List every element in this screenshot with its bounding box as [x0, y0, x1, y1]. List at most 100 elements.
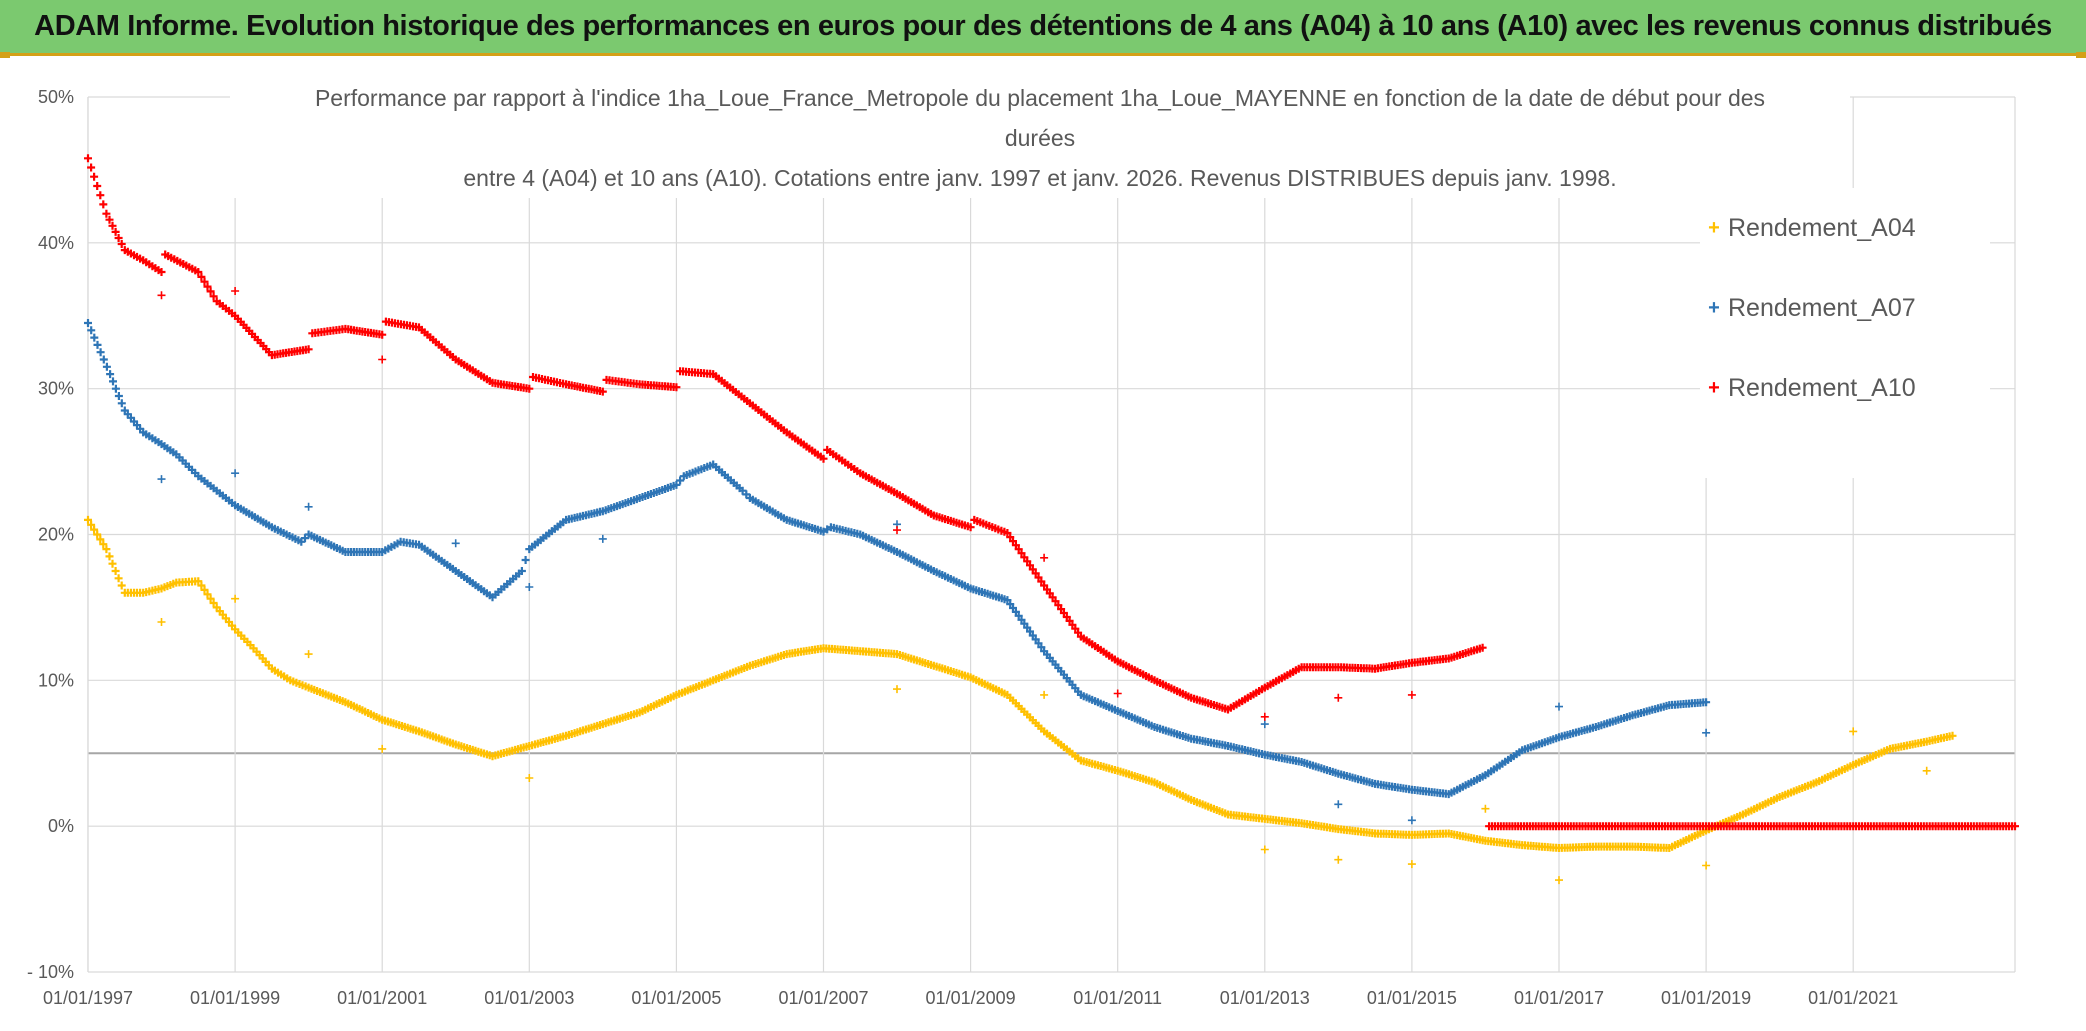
data-point	[598, 387, 607, 396]
outlier-point	[1040, 553, 1049, 562]
legend-label-a07: Rendement_A07	[1728, 293, 1916, 322]
x-tick-label: 01/01/2011	[1073, 988, 1162, 1008]
report-title: ADAM Informe. Evolution historique des p…	[34, 10, 2052, 42]
data-point	[1017, 549, 1026, 558]
data-point	[378, 330, 387, 339]
outlier-point	[1334, 855, 1343, 864]
data-point	[93, 530, 102, 539]
data-point	[93, 340, 102, 349]
data-point	[672, 383, 681, 392]
outlier-point	[378, 744, 387, 753]
series-rendement_a04	[84, 515, 1954, 852]
outlier-point	[157, 618, 166, 626]
data-point	[84, 154, 92, 163]
data-point	[114, 574, 123, 583]
banner-corner-right	[2076, 52, 2086, 58]
data-point	[1478, 643, 1487, 652]
outlier-point	[1407, 690, 1416, 699]
data-point	[99, 200, 108, 209]
data-point	[93, 182, 102, 190]
data-point	[1702, 698, 1711, 707]
data-point	[117, 240, 126, 248]
legend-item-a04: + Rendement_A04	[1700, 208, 1916, 248]
data-point	[525, 384, 534, 393]
x-tick-label: 01/01/2007	[778, 988, 868, 1008]
data-point	[819, 454, 828, 463]
x-tick-label: 01/01/2001	[337, 988, 427, 1008]
y-tick-label: 30%	[38, 379, 74, 399]
data-point	[117, 581, 126, 590]
x-tick-label: 01/01/2017	[1514, 988, 1604, 1008]
data-point	[1003, 529, 1012, 537]
legend-marker-a10: +	[1708, 376, 1720, 399]
legend-label-a04: Rendement_A04	[1728, 213, 1916, 242]
data-point	[1948, 731, 1957, 740]
outlier-point	[1849, 727, 1858, 736]
outlier-point	[1334, 693, 1343, 702]
outlier-point	[525, 583, 534, 591]
data-point	[109, 377, 117, 386]
chart-legend: + Rendement_A04 + Rendement_A07 + Rendem…	[1700, 188, 1990, 478]
outlier-point	[1260, 720, 1269, 729]
legend-item-a07: + Rendement_A07	[1700, 288, 1916, 328]
data-point	[102, 209, 111, 218]
data-point	[84, 515, 92, 524]
x-tick-label: 01/01/2015	[1367, 988, 1457, 1008]
x-tick-label: 01/01/1997	[43, 988, 133, 1008]
x-tick-label: 01/01/2013	[1220, 988, 1310, 1008]
data-point	[676, 476, 685, 485]
data-point	[117, 399, 126, 408]
outlier-point	[1407, 860, 1416, 869]
data-point	[157, 268, 166, 276]
outlier-point	[1555, 876, 1563, 885]
legend-label-a10: Rendement_A10	[1728, 373, 1916, 402]
outlier-point	[451, 539, 460, 548]
data-point	[111, 384, 120, 393]
data-point	[99, 355, 108, 364]
data-point	[197, 272, 206, 281]
data-point	[672, 480, 681, 489]
data-point	[1026, 561, 1034, 570]
data-point	[102, 545, 111, 554]
data-point	[96, 535, 105, 544]
y-tick-label: 40%	[38, 233, 74, 253]
data-point	[1006, 533, 1015, 542]
outlier-point	[1702, 861, 1711, 870]
outlier-point	[1040, 690, 1049, 699]
data-point	[200, 277, 209, 286]
x-tick-label: 01/01/1999	[190, 988, 280, 1008]
outlier-point	[157, 475, 166, 484]
data-point	[105, 215, 114, 224]
x-tick-label: 01/01/2021	[1808, 988, 1898, 1008]
data-point	[200, 585, 209, 594]
data-point	[106, 370, 115, 379]
legend-item-a10: + Rendement_A10	[1700, 368, 1916, 408]
data-point	[90, 172, 99, 181]
data-point	[1009, 537, 1017, 546]
outlier-point	[1555, 702, 1563, 711]
x-tick-label: 01/01/2009	[926, 988, 1016, 1008]
data-point	[90, 525, 99, 534]
chart-title-line: entre 4 (A04) et 10 ans (A10). Cotations…	[463, 165, 1617, 191]
data-point	[203, 282, 212, 291]
data-point	[99, 540, 108, 549]
outlier-point	[1260, 845, 1269, 854]
outlier-point	[157, 291, 166, 300]
outlier-point	[893, 685, 901, 694]
data-point	[87, 163, 96, 172]
outlier-point	[304, 650, 313, 659]
data-point	[114, 392, 123, 400]
data-point	[304, 345, 313, 354]
y-tick-label: 50%	[38, 87, 74, 107]
x-tick-label: 01/01/2019	[1661, 988, 1751, 1008]
outlier-point	[1407, 816, 1416, 825]
outlier-point	[598, 534, 607, 543]
outlier-point	[1334, 800, 1343, 809]
data-point	[206, 287, 215, 296]
data-point	[1031, 569, 1040, 578]
data-point	[2011, 822, 2019, 831]
data-series	[84, 154, 2019, 885]
chart-plot: - 10% 0% 10% 20% 30% 40% 50% 01/01/1997 01/01/19…	[27, 87, 2019, 1008]
data-point	[87, 326, 96, 335]
data-point	[209, 599, 218, 607]
